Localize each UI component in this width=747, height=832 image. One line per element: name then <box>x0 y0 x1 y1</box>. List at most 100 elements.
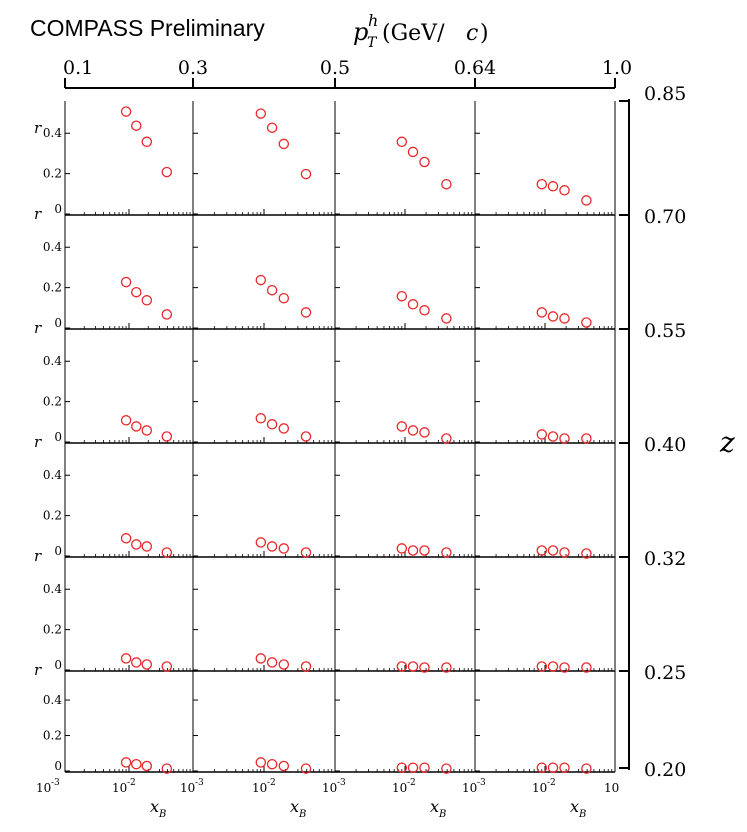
data-point <box>419 427 430 438</box>
y-tick-label: 0.2 <box>43 395 62 409</box>
right-axis-tick-label: 0.25 <box>644 662 686 684</box>
svg-text:): ) <box>480 21 489 46</box>
panel <box>334 101 475 216</box>
y-tick-label: 0.4 <box>43 126 62 140</box>
data-point <box>559 762 570 773</box>
panel <box>474 557 616 673</box>
data-point <box>255 413 267 424</box>
data-point <box>536 429 548 440</box>
data-point <box>300 168 312 180</box>
data-point <box>266 122 278 133</box>
panel <box>192 329 335 444</box>
y-tick-label: 0.4 <box>43 240 62 254</box>
data-point <box>131 120 142 131</box>
data-point <box>161 547 173 558</box>
panel-grid: 00.20.4r00.20.4r00.20.4r00.20.4r00.20.4r… <box>34 101 616 774</box>
data-point <box>547 762 559 773</box>
data-point <box>278 659 290 670</box>
data-point <box>441 433 452 444</box>
y-tick-label: 0.4 <box>43 354 62 368</box>
data-point <box>255 537 267 548</box>
y-tick-label: 0.2 <box>43 729 62 743</box>
right-axis-tick-label: 0.70 <box>644 206 686 228</box>
data-point <box>536 307 548 318</box>
x-tick-label: 10 <box>392 781 407 795</box>
x-tick-label: 10 <box>112 781 127 795</box>
panel <box>474 671 616 774</box>
data-point <box>407 299 419 310</box>
data-point <box>131 286 142 298</box>
panel: 0 0.2 0.4 r <box>34 433 193 558</box>
x-tick-label: 10 <box>604 781 619 795</box>
svg-text:(GeV/: (GeV/ <box>382 21 445 46</box>
right-axis-tick-label: 0.32 <box>644 548 686 570</box>
data-point <box>396 136 408 148</box>
data-point <box>441 547 452 558</box>
data-point <box>131 539 142 550</box>
data-point <box>407 425 419 436</box>
y-axis-label: r <box>34 205 42 223</box>
data-point <box>559 185 570 196</box>
data-point <box>581 317 592 328</box>
data-point <box>120 276 132 288</box>
svg-text:h: h <box>368 11 378 30</box>
panel <box>192 671 335 774</box>
data-point <box>559 547 570 558</box>
top-axis-tick-label: 0.1 <box>63 57 93 79</box>
top-axis-tick-label: 0.5 <box>320 57 350 79</box>
top-axis-tick-label: 1.0 <box>602 57 632 79</box>
data-point <box>120 757 132 768</box>
x-tick-label: 10 <box>252 781 267 795</box>
data-point <box>255 757 267 768</box>
svg-text:T: T <box>367 35 378 51</box>
panel <box>192 557 335 672</box>
right-axis-tick-label: 0.55 <box>644 320 686 342</box>
right-axis-tick-label: 0.40 <box>644 434 686 456</box>
data-point <box>407 146 419 158</box>
x-tick-label-exponent: -2 <box>127 778 136 788</box>
data-point <box>441 763 452 774</box>
svg-text:B: B <box>438 809 446 820</box>
data-point <box>255 653 267 664</box>
y-axis-label: r <box>34 119 42 137</box>
data-point <box>120 533 132 544</box>
x-tick-label-exponent: -2 <box>267 778 276 788</box>
panel <box>474 215 616 330</box>
panel <box>334 215 475 330</box>
data-point <box>161 661 173 672</box>
top-axis-tick-label: 0.64 <box>454 57 496 79</box>
data-point <box>547 545 559 556</box>
data-point <box>396 661 408 672</box>
svg-text:B: B <box>158 809 166 820</box>
data-point <box>536 178 548 190</box>
svg-text:x: x <box>430 797 439 816</box>
y-tick-label: 0.2 <box>43 167 62 181</box>
panel <box>192 215 335 330</box>
data-point <box>278 292 290 304</box>
panel <box>334 557 475 673</box>
data-point <box>407 545 419 556</box>
data-point <box>161 763 173 774</box>
x-tick-label: 10 <box>532 781 547 795</box>
data-point <box>536 762 548 773</box>
data-point <box>300 307 312 318</box>
data-point <box>120 106 132 117</box>
panel: 0 0.2 0.4 r <box>34 319 193 444</box>
x-tick-label-exponent: -2 <box>547 778 556 788</box>
y-tick-label: 0 <box>54 430 62 444</box>
x-tick-label: 10 <box>180 781 195 795</box>
data-point <box>536 661 548 672</box>
y-tick-label: 0 <box>54 658 62 672</box>
x-tick-label-exponent: -3 <box>51 778 60 788</box>
panel <box>334 671 475 774</box>
y-tick-label: 0 <box>54 316 62 330</box>
data-point <box>266 657 278 668</box>
data-point <box>161 309 173 320</box>
svg-text:B: B <box>578 809 586 820</box>
data-point <box>141 541 153 552</box>
y-tick-label: 0.2 <box>43 281 62 295</box>
